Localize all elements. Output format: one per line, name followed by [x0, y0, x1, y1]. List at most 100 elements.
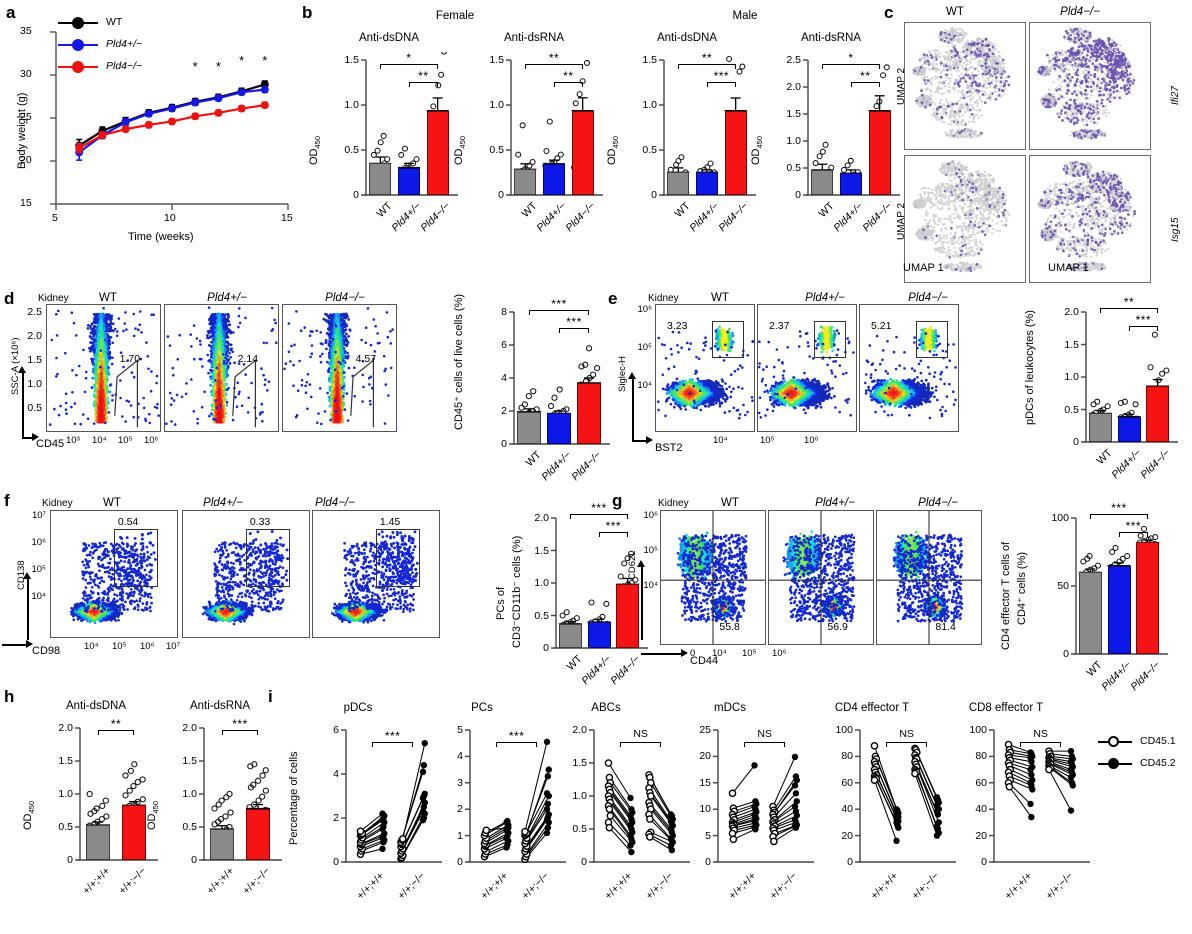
panel-i-plot-3-svg	[713, 729, 814, 863]
panel-d-ytick-0: 2.5	[12, 306, 42, 318]
panel-i-legend: CD45.1 CD45.2	[1098, 735, 1190, 781]
panel-f-flow-0-events	[69, 531, 157, 625]
panel-a-ytick-0: 35	[20, 25, 32, 37]
panel-e-xtick-1: 10⁵	[760, 435, 775, 446]
panel-i-plot-5-ytick-1: 80	[960, 750, 987, 762]
panel-b-plot-2-sigbracket-0	[678, 64, 736, 69]
panel-f-flowtitle-2: Pld4−/−	[300, 497, 370, 509]
panel-d-ytick-4: 0.5	[12, 402, 42, 414]
panel-d-bar-sigbracket-1	[559, 328, 589, 333]
panel-i-plot-5-siglabel: NS	[1008, 728, 1072, 740]
panel-i-plot-5-ytick-0: 100	[960, 724, 987, 736]
panel-i-plot-3-ytick-3: 10	[684, 803, 711, 815]
panel-i-plot-5-ytick-2: 60	[960, 777, 987, 789]
panel-i-plot-4-ytick-4: 20	[826, 830, 853, 842]
panel-b-plot-3-ytick-4: 0.5	[772, 162, 801, 174]
panel-e-bar-ytick-3: 0.5	[1050, 404, 1079, 416]
panel-f-yaxis-arrow	[27, 578, 29, 640]
panel-i-plot-2-sigbracket	[620, 742, 661, 747]
panel-g-xtick-1: 10⁴	[712, 648, 727, 659]
panel-b-plot-3: 2.5 2.0 1.5 1.0 0.5 0 WT Pld4+/− Pld4−/− * **	[772, 51, 918, 257]
panel-i-title-2: ABCs	[554, 702, 658, 714]
legend-label-het: Pld4+/−	[106, 38, 142, 50]
panel-g-xlabel: CD44	[690, 655, 718, 667]
panel-b-plot-3-ytick-1: 2.0	[772, 81, 801, 93]
panel-a-ytick-3: 20	[20, 154, 32, 166]
panel-c-umap-wt-isg15-points	[912, 160, 1011, 273]
panel-i-plot-3-xtick-1: +/+;−/−	[754, 870, 799, 915]
panel-e-bar-ytick-1: 1.5	[1050, 339, 1079, 351]
panel-d-xlabel: CD45	[36, 438, 64, 450]
panel-d-bar-siglabel-1: ***	[549, 315, 599, 329]
panel-b-plot-0-bar-1	[398, 167, 420, 195]
panel-b-title-3: Anti-dsRNA	[776, 32, 886, 44]
panel-h-plot-1-ytick-3: 0.5	[168, 821, 197, 833]
panel-c-ylabel-top: UMAP 2	[896, 68, 907, 105]
panel-a-xtick-0: 5	[52, 212, 58, 224]
panel-f-flow-2-gate	[376, 528, 421, 587]
panel-i-plot-5-svg	[989, 729, 1090, 863]
panel-c-umap-ko-ifi27-points	[1037, 27, 1136, 140]
panel-a-ytick-4: 15	[20, 197, 32, 209]
panel-b-plot-2-siglabel-1: ***	[697, 69, 746, 83]
panel-f-yaxis-arrowhead	[23, 572, 31, 579]
panel-i-title-3: mDCs	[678, 702, 782, 714]
panel-i-plot-4-svg	[855, 729, 956, 863]
panel-b-plot-0-ytick-2: 0.5	[330, 144, 359, 156]
panel-b-plot-1-siglabel-1: **	[544, 69, 593, 83]
panel-i-plot-4-ytick-1: 80	[826, 750, 853, 762]
panel-a-ytick-1: 30	[20, 68, 32, 80]
panel-e-flow-1-events	[758, 325, 855, 419]
panel-b-plot-2-bar-0	[667, 172, 690, 195]
panel-b-plot-3-sigbracket-0	[822, 64, 880, 69]
panel-i-plot-2-ytick-2: 1.0	[560, 790, 587, 802]
panel-b-plot-1-bar-1	[543, 163, 565, 195]
panel-c-coltitle-wt: WT	[905, 6, 1005, 18]
panel-b-plot-1: 1.5 1.0 0.5 0 WT Pld4+/− Pld4−/− ** **	[475, 51, 621, 257]
panel-g-flow-0	[660, 510, 766, 645]
legend-marker-het	[72, 39, 84, 51]
svg-text:*: *	[216, 59, 221, 74]
panel-f-bar-bar-1	[587, 622, 611, 648]
panel-i-plot-3-ytick-4: 5	[684, 830, 711, 842]
panel-f-flow-2	[312, 510, 440, 638]
panel-c-rowlabel-isg15: Isg15	[1170, 218, 1181, 242]
panel-e-bar-ytick-0: 2.0	[1050, 306, 1079, 318]
panel-i-plot-5-sigbracket	[1020, 742, 1061, 747]
panel-i-plot-2-svg	[589, 729, 690, 863]
panel-i-plot-2-xtick-0: +/+;+/+	[590, 870, 635, 915]
panel-g-ytick-0: 10⁶	[630, 510, 658, 521]
panel-i-plot-5-ytick-3: 40	[960, 803, 987, 815]
panel-h-plot-0-bar-1	[122, 805, 146, 860]
panel-i-plot-4-xtick-0: +/+;+/+	[856, 870, 901, 915]
panel-f-bar-sigbracket-0	[570, 514, 628, 519]
panel-e-xaxis-arrowhead	[646, 436, 653, 444]
panel-i-plot-2-ytick-4: 0	[560, 856, 587, 868]
panel-e-gatevalue-1: 2.37	[769, 320, 789, 332]
panel-g-flow-1-events	[769, 511, 873, 644]
panel-h-plot-0: 2.0 1.5 1.0 0.5 0 +/+;+/+ +/+;−/− **	[44, 717, 176, 922]
panel-e-xtick-2: 10⁶	[804, 435, 818, 446]
panel-i-plot-1-sigbracket	[496, 742, 537, 747]
panel-e-flowtitle-2: Pld4−/−	[893, 292, 963, 304]
panel-i-plot-0-ytick-1: 4	[312, 768, 339, 780]
panel-g-bar-bar-1	[1107, 565, 1131, 654]
panel-i-plot-5-xtick-1: +/+;−/−	[1030, 870, 1075, 915]
panel-g-flow-2-events	[877, 511, 981, 644]
panel-i-plot-0-ytick-0: 6	[312, 724, 339, 736]
panel-d-flow-0	[46, 304, 161, 432]
panel-h-plot-1-bar-1	[246, 808, 270, 860]
panel-f-xlabel: CD98	[32, 645, 60, 657]
panel-i-plot-1-xtick-1: +/+;−/−	[506, 870, 551, 915]
panel-e-bar-bar-0	[1088, 413, 1112, 442]
panel-f-flow-0-gate	[114, 528, 159, 587]
panel-i-plot-5-ytick-4: 20	[960, 830, 987, 842]
panel-b-plot-3-siglabel-1: **	[841, 69, 890, 83]
panel-d-flow-1-events	[165, 306, 278, 428]
panel-f-xtick-3: 10⁷	[166, 641, 180, 652]
panel-i-plot-3-xtick-0: +/+;+/+	[714, 870, 759, 915]
panel-i-plot-1-siglabel: ***	[484, 729, 548, 743]
panel-g-bar-ylabel-2: CD4⁺ cells (%)	[1015, 552, 1028, 625]
panel-i-plot-3-siglabel: NS	[732, 728, 796, 740]
